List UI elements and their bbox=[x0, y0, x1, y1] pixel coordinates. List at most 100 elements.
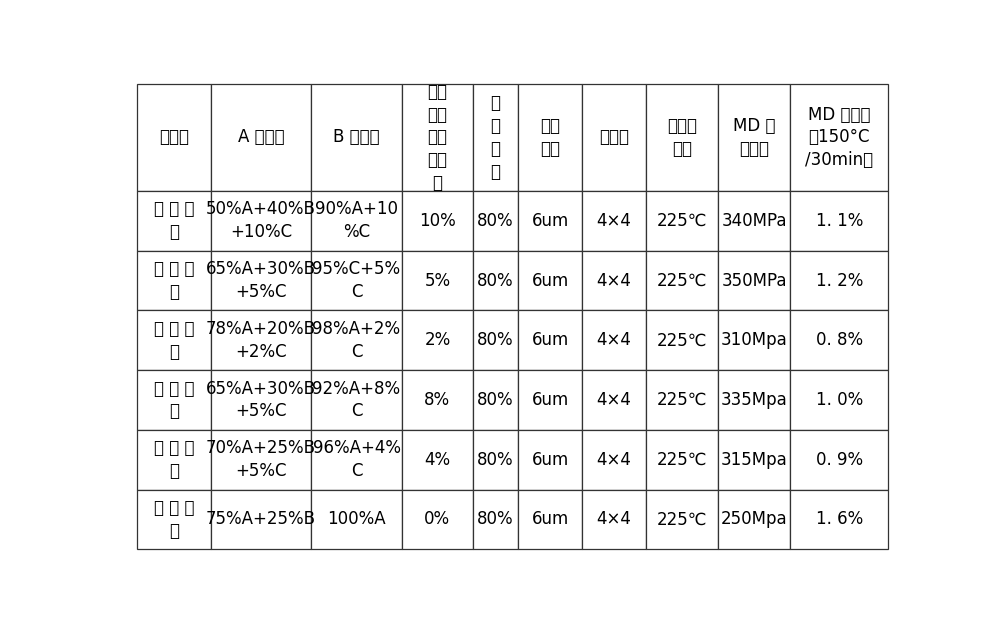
Bar bbox=[790, 84, 888, 191]
Text: 拉伸比: 拉伸比 bbox=[599, 129, 629, 147]
Text: 225℃: 225℃ bbox=[657, 271, 707, 290]
Text: 2%: 2% bbox=[424, 331, 451, 349]
Text: 0. 9%: 0. 9% bbox=[816, 451, 863, 469]
Bar bbox=[473, 430, 518, 490]
Text: 1. 0%: 1. 0% bbox=[816, 391, 863, 409]
Text: 实 施 例
四: 实 施 例 四 bbox=[154, 379, 194, 421]
Bar bbox=[718, 490, 790, 549]
Text: 4×4: 4×4 bbox=[597, 391, 632, 409]
Bar bbox=[137, 490, 211, 549]
Bar bbox=[311, 191, 402, 251]
Bar bbox=[402, 370, 473, 430]
Bar bbox=[582, 490, 646, 549]
Bar bbox=[646, 84, 718, 191]
Bar bbox=[518, 191, 582, 251]
Text: 1. 6%: 1. 6% bbox=[816, 510, 863, 529]
Text: 实施例: 实施例 bbox=[159, 129, 189, 147]
Bar bbox=[137, 191, 211, 251]
Bar bbox=[790, 430, 888, 490]
Bar bbox=[137, 310, 211, 370]
Text: 薄膜
厕度: 薄膜 厕度 bbox=[540, 117, 560, 158]
Text: 96%A+4%
C: 96%A+4% C bbox=[313, 440, 401, 480]
Text: 340MPa: 340MPa bbox=[722, 212, 787, 230]
Text: 225℃: 225℃ bbox=[657, 451, 707, 469]
Bar bbox=[518, 310, 582, 370]
Bar bbox=[646, 490, 718, 549]
Bar bbox=[718, 310, 790, 370]
Text: 1. 2%: 1. 2% bbox=[816, 271, 863, 290]
Bar bbox=[790, 310, 888, 370]
Bar bbox=[518, 370, 582, 430]
Text: 80%: 80% bbox=[477, 331, 514, 349]
Text: 350MPa: 350MPa bbox=[722, 271, 787, 290]
Text: 80%: 80% bbox=[477, 510, 514, 529]
Bar bbox=[718, 430, 790, 490]
Bar bbox=[646, 370, 718, 430]
Bar bbox=[790, 251, 888, 310]
Bar bbox=[518, 84, 582, 191]
Text: 芯
层
占
比: 芯 层 占 比 bbox=[490, 94, 500, 181]
Text: 80%: 80% bbox=[477, 391, 514, 409]
Bar bbox=[473, 370, 518, 430]
Bar bbox=[311, 490, 402, 549]
Text: 75%A+25%B: 75%A+25%B bbox=[206, 510, 316, 529]
Text: 50%A+40%B
+10%C: 50%A+40%B +10%C bbox=[206, 201, 316, 241]
Text: 100%A: 100%A bbox=[327, 510, 386, 529]
Bar bbox=[518, 430, 582, 490]
Bar bbox=[582, 251, 646, 310]
Bar bbox=[473, 490, 518, 549]
Bar bbox=[790, 191, 888, 251]
Bar bbox=[790, 370, 888, 430]
Bar bbox=[137, 370, 211, 430]
Bar bbox=[211, 191, 311, 251]
Bar bbox=[402, 310, 473, 370]
Text: 90%A+10
%C: 90%A+10 %C bbox=[315, 201, 398, 241]
Text: 225℃: 225℃ bbox=[657, 510, 707, 529]
Bar bbox=[211, 84, 311, 191]
Bar bbox=[211, 251, 311, 310]
Bar bbox=[718, 191, 790, 251]
Text: 78%A+20%B
+2%C: 78%A+20%B +2%C bbox=[206, 320, 316, 361]
Bar bbox=[311, 251, 402, 310]
Text: 5%: 5% bbox=[424, 271, 450, 290]
Bar bbox=[137, 84, 211, 191]
Text: 250Mpa: 250Mpa bbox=[721, 510, 788, 529]
Text: MD 收缩率
（150°C
/30min）: MD 收缩率 （150°C /30min） bbox=[805, 105, 873, 169]
Bar bbox=[790, 490, 888, 549]
Text: 4×4: 4×4 bbox=[597, 451, 632, 469]
Text: 0%: 0% bbox=[424, 510, 450, 529]
Bar bbox=[311, 430, 402, 490]
Text: B 层配方: B 层配方 bbox=[333, 129, 380, 147]
Text: 6um: 6um bbox=[532, 391, 569, 409]
Bar bbox=[402, 84, 473, 191]
Text: 6um: 6um bbox=[532, 212, 569, 230]
Text: 70%A+25%B
+5%C: 70%A+25%B +5%C bbox=[206, 440, 316, 480]
Text: 310Mpa: 310Mpa bbox=[721, 331, 788, 349]
Bar bbox=[518, 490, 582, 549]
Text: 225℃: 225℃ bbox=[657, 212, 707, 230]
Bar bbox=[402, 251, 473, 310]
Text: 80%: 80% bbox=[477, 451, 514, 469]
Text: 实 施 例
二: 实 施 例 二 bbox=[154, 260, 194, 301]
Bar bbox=[402, 490, 473, 549]
Text: 65%A+30%B
+5%C: 65%A+30%B +5%C bbox=[206, 260, 316, 301]
Bar bbox=[211, 430, 311, 490]
Text: 对 比 例
一: 对 比 例 一 bbox=[154, 499, 194, 540]
Bar bbox=[311, 370, 402, 430]
Text: 热定型
温度: 热定型 温度 bbox=[667, 117, 697, 158]
Bar bbox=[718, 251, 790, 310]
Bar bbox=[582, 310, 646, 370]
Text: 315Mpa: 315Mpa bbox=[721, 451, 788, 469]
Text: 4×4: 4×4 bbox=[597, 212, 632, 230]
Bar bbox=[582, 430, 646, 490]
Text: MD 拉
伸强度: MD 拉 伸强度 bbox=[733, 117, 776, 158]
Bar bbox=[518, 251, 582, 310]
Bar bbox=[311, 310, 402, 370]
Text: 80%: 80% bbox=[477, 212, 514, 230]
Text: 6um: 6um bbox=[532, 271, 569, 290]
Bar bbox=[402, 430, 473, 490]
Text: 实 施 例
一: 实 施 例 一 bbox=[154, 201, 194, 241]
Bar bbox=[211, 370, 311, 430]
Text: 实 施 例
三: 实 施 例 三 bbox=[154, 320, 194, 361]
Bar bbox=[473, 84, 518, 191]
